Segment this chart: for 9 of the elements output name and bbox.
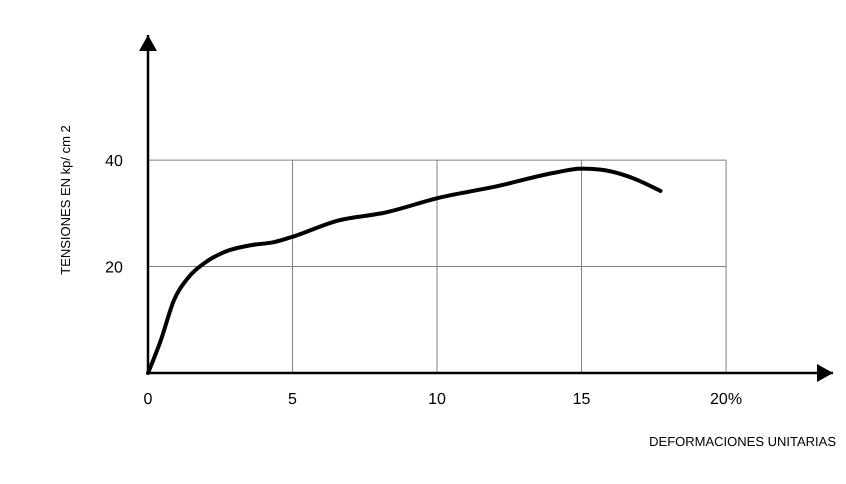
y-axis-title: TENSIONES EN kp/ cm 2 [58,125,73,275]
x-tick-label: 20% [710,391,742,408]
y-tick-label: 40 [105,153,123,170]
x-axis-title: DEFORMACIONES UNITARIAS [649,434,836,449]
x-tick-label: 5 [288,391,298,408]
x-tick-label: 15 [572,391,591,408]
x-tick-label: 10 [428,391,446,408]
x-tick-label: 0 [144,391,153,408]
y-tick-label: 20 [105,260,123,277]
